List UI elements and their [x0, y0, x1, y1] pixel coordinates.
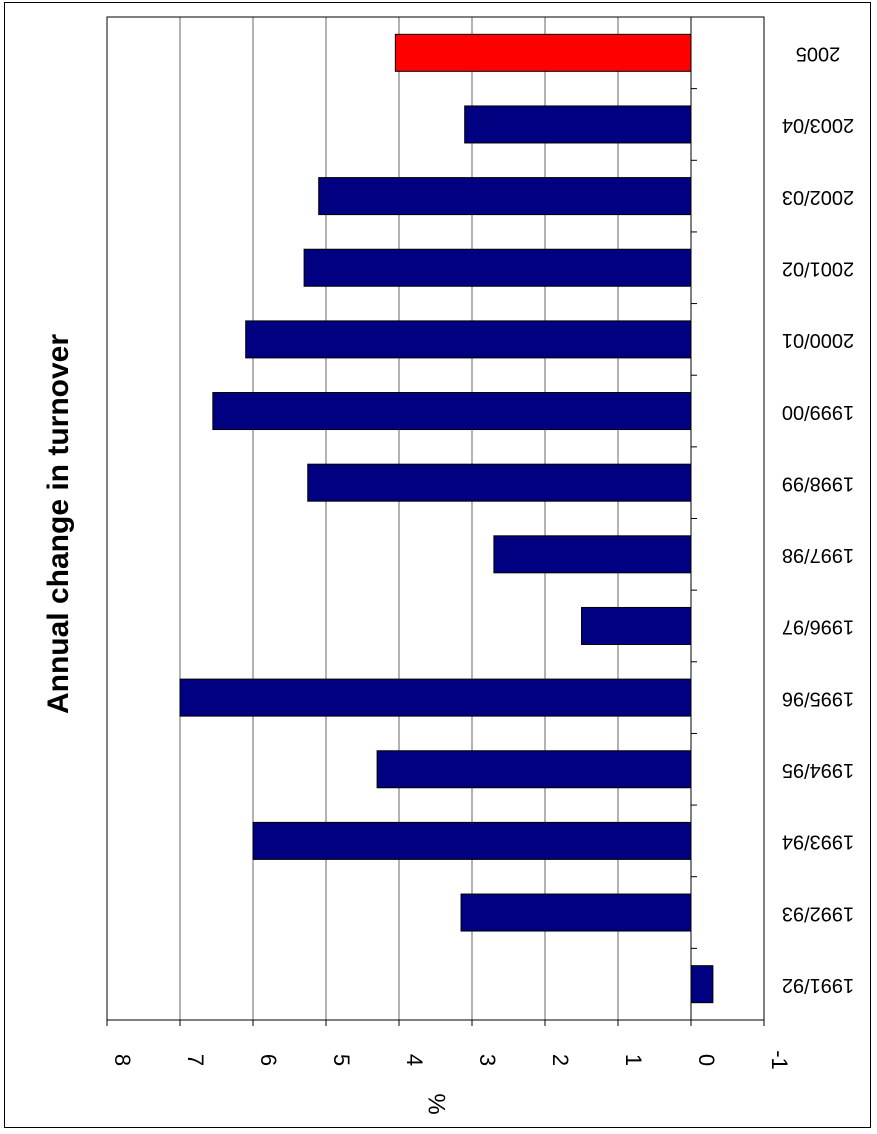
category-label: 1994/95: [782, 759, 854, 781]
bar: [212, 392, 692, 431]
category-label: 2005: [796, 43, 841, 65]
value-tick-label: 7: [183, 1054, 208, 1066]
value-tick-label: 6: [256, 1054, 281, 1066]
category-label: 2003/04: [782, 114, 854, 136]
bar: [690, 965, 714, 1004]
category-label: 2001/02: [782, 257, 854, 279]
bar: [376, 750, 692, 789]
bar: [179, 678, 692, 717]
bar: [394, 33, 692, 72]
category-label: 2000/01: [782, 329, 854, 351]
value-tick-label: -1: [767, 1050, 792, 1070]
plot-area: [106, 16, 765, 1021]
category-label: 1991/92: [782, 974, 854, 996]
bar: [307, 463, 692, 502]
value-tick-label: 8: [110, 1054, 135, 1066]
bar: [252, 821, 692, 860]
chart-frame: [4, 2, 871, 1128]
category-label: 1998/99: [782, 472, 854, 494]
category-label: 1992/93: [782, 902, 854, 924]
value-tick-label: 2: [548, 1054, 573, 1066]
bar: [460, 893, 692, 932]
bar: [464, 105, 692, 144]
bar: [318, 177, 692, 216]
bar: [581, 606, 692, 645]
value-tick-label: 3: [475, 1054, 500, 1066]
chart-title: Annual change in turnover: [42, 334, 75, 714]
axis-unit-label: %: [423, 1093, 450, 1114]
value-tick-label: 1: [621, 1054, 646, 1066]
bar: [493, 535, 692, 574]
bar: [245, 320, 692, 359]
category-label: 1995/96: [782, 687, 854, 709]
category-label: 1993/94: [782, 831, 854, 853]
value-tick-label: 4: [402, 1054, 427, 1066]
value-tick-label: 5: [329, 1054, 354, 1066]
category-label: 1999/00: [782, 401, 854, 423]
category-label: 1996/97: [782, 616, 854, 638]
category-label: 2002/03: [782, 186, 854, 208]
bar: [303, 248, 692, 287]
value-tick-label: 0: [694, 1054, 719, 1066]
category-label: 1997/98: [782, 544, 854, 566]
